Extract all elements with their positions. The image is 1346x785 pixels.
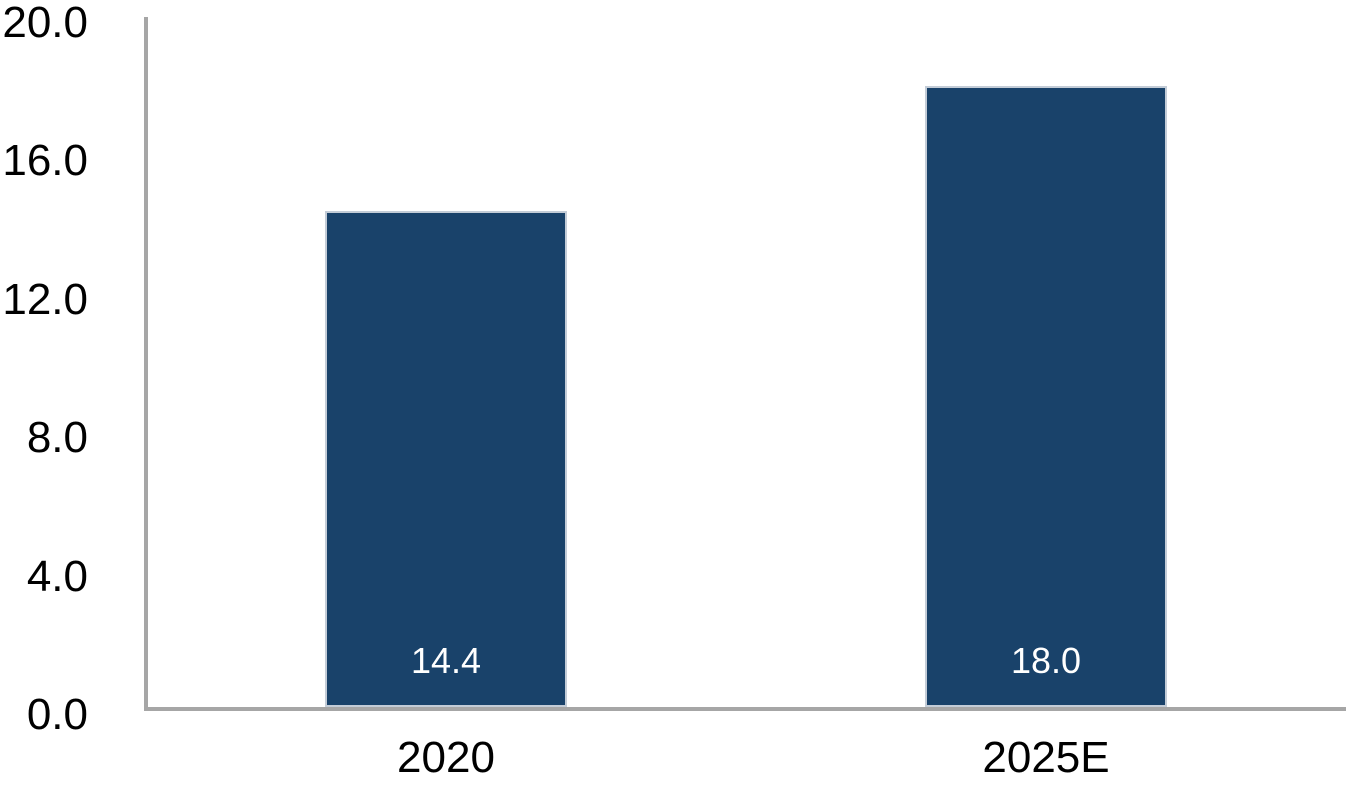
y-axis-tick-label: 0.0 <box>26 690 88 739</box>
x-axis-line <box>144 707 1346 711</box>
bar-value-label: 14.4 <box>410 639 482 681</box>
y-axis-tick-label: 4.0 <box>26 551 88 601</box>
bar-2020: 14.4 <box>325 210 567 707</box>
y-axis-tick-label: 16.0 <box>2 136 88 186</box>
y-axis-line <box>144 17 148 711</box>
y-axis-tick-label: 12.0 <box>2 274 88 324</box>
y-axis-tick-label: 8.0 <box>26 413 88 463</box>
category-label-2020: 2020 <box>397 733 495 782</box>
bar-2025E: 18.0 <box>925 86 1167 707</box>
bar-value-label: 18.0 <box>1010 639 1082 681</box>
y-axis-tick-label: 20.0 <box>2 0 88 47</box>
category-label-2025E: 2025E <box>982 733 1110 782</box>
